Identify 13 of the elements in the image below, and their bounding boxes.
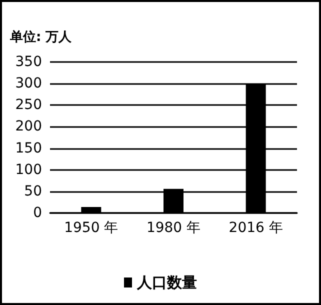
y-tick-label: 250 [15, 97, 42, 114]
y-tick-label: 100 [15, 162, 42, 178]
y-tick-label: 150 [15, 140, 42, 156]
y-axis-title: 单位: 万人 [9, 29, 73, 45]
x-tick-label: 1950 年 [64, 220, 118, 236]
y-tick-label: 0 [33, 205, 42, 221]
y-tick-label: 50 [24, 183, 42, 200]
y-tick-label: 350 [15, 54, 42, 70]
legend-label: 人口数量 [136, 274, 197, 292]
x-tick-label: 1980 年 [146, 220, 201, 236]
y-tick-label: 300 [15, 76, 42, 92]
x-tick-label: 2016 年 [228, 220, 283, 236]
y-tick-label: 200 [15, 118, 42, 135]
